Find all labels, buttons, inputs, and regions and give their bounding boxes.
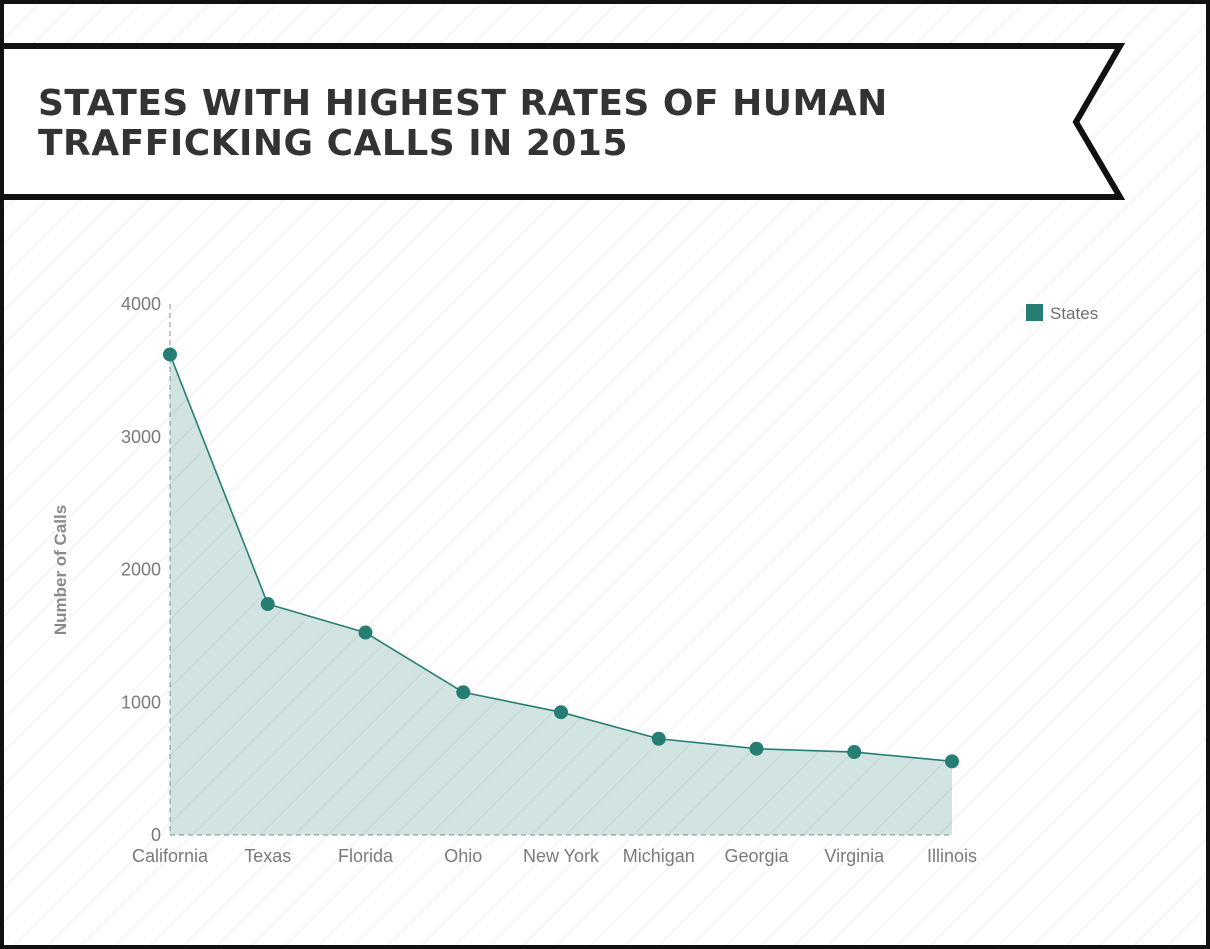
- data-point-ohio[interactable]: [456, 685, 471, 700]
- y-tick-label: 1000: [121, 692, 161, 712]
- legend-swatch-states: [1026, 304, 1043, 321]
- x-tick-label: Illinois: [927, 846, 977, 866]
- title-banner-shape: [4, 43, 1126, 200]
- y-axis: 0 1000 2000 3000 4000: [121, 294, 171, 845]
- legend-label-states: States: [1050, 304, 1098, 323]
- x-tick-label: Texas: [244, 846, 291, 866]
- plot-area: [163, 347, 959, 835]
- data-point-new-york[interactable]: [554, 705, 568, 720]
- data-point-florida[interactable]: [358, 625, 373, 640]
- data-point-virginia[interactable]: [847, 745, 862, 760]
- y-tick-label: 4000: [121, 294, 161, 314]
- data-point-california[interactable]: [163, 347, 177, 362]
- y-tick-label: 0: [151, 825, 161, 845]
- x-tick-label: Michigan: [623, 846, 695, 866]
- y-tick-label: 3000: [121, 427, 161, 447]
- series-area-states: [170, 354, 952, 835]
- title-banner: [4, 43, 1126, 200]
- data-point-texas[interactable]: [260, 597, 275, 612]
- x-axis: California Texas Florida Ohio New York Michig…: [132, 834, 977, 866]
- legend[interactable]: States: [1026, 304, 1098, 323]
- data-point-georgia[interactable]: [749, 741, 764, 756]
- x-tick-label: Virginia: [824, 846, 885, 866]
- area-chart: 0 1000 2000 3000 4000 California Texas Florida…: [51, 294, 1098, 866]
- x-tick-label: California: [132, 846, 209, 866]
- data-point-michigan[interactable]: [651, 731, 666, 746]
- x-tick-label: Ohio: [444, 846, 482, 866]
- chart-title: STATES WITH HIGHEST RATES OF HUMAN TRAFF…: [38, 83, 888, 164]
- y-tick-label: 2000: [121, 560, 161, 580]
- x-tick-label: New York: [523, 846, 600, 866]
- data-point-illinois[interactable]: [945, 754, 959, 769]
- y-axis-title: Number of Calls: [51, 505, 70, 635]
- x-tick-label: Georgia: [724, 846, 789, 866]
- x-tick-label: Florida: [338, 846, 394, 866]
